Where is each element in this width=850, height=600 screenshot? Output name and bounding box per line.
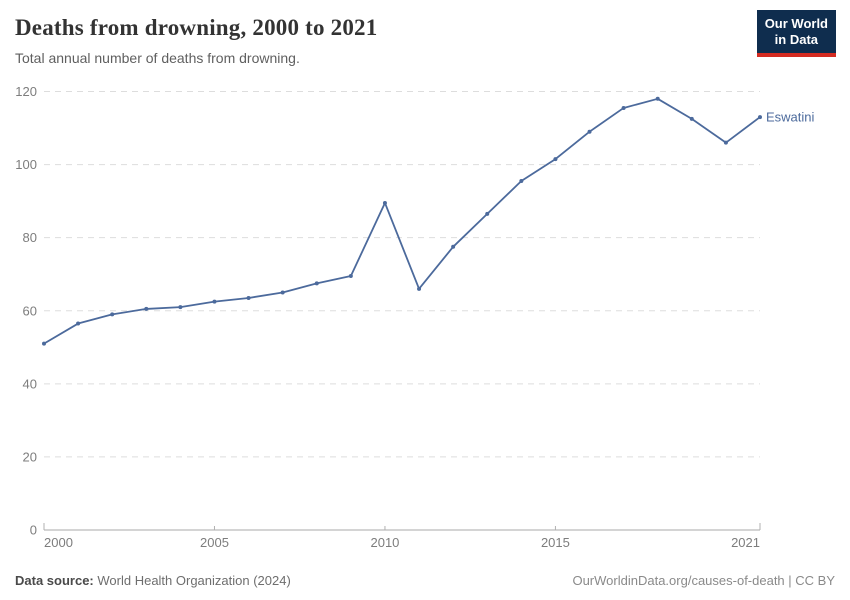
y-axis-tick-label: 40 <box>23 376 37 391</box>
owid-logo: Our World in Data <box>756 10 836 57</box>
chart-footer: Data source: World Health Organization (… <box>0 573 850 588</box>
data-point[interactable] <box>621 105 626 110</box>
data-point[interactable] <box>212 299 217 304</box>
data-point[interactable] <box>110 312 115 317</box>
data-point[interactable] <box>144 306 149 311</box>
data-point[interactable] <box>553 157 558 162</box>
chart-subtitle: Total annual number of deaths from drown… <box>15 50 300 66</box>
chart-titles: Deaths from drowning, 2000 to 2021 Total… <box>15 15 377 66</box>
data-source: Data source: World Health Organization (… <box>15 573 291 588</box>
data-point[interactable] <box>758 115 762 120</box>
y-axis-tick-label: 60 <box>23 303 37 318</box>
y-axis-tick-label: 100 <box>15 157 37 172</box>
owid-logo-line2: in Data <box>774 32 819 47</box>
data-point[interactable] <box>76 321 81 326</box>
y-axis-tick-label: 0 <box>30 523 37 538</box>
data-point[interactable] <box>417 286 422 291</box>
x-axis-tick-label: 2010 <box>370 535 399 550</box>
chart-title: Deaths from drowning, 2000 to 2021 <box>15 15 378 40</box>
data-point[interactable] <box>655 96 660 101</box>
data-point[interactable] <box>485 211 490 216</box>
footer-link[interactable]: OurWorldinData.org/causes-of-death | CC … <box>572 573 835 588</box>
data-point[interactable] <box>42 341 46 346</box>
data-point[interactable] <box>178 305 183 310</box>
x-axis-tick-label: 2005 <box>200 535 229 550</box>
data-point[interactable] <box>689 116 694 121</box>
series-label[interactable]: Eswatini <box>766 110 815 125</box>
data-point[interactable] <box>348 274 353 279</box>
chart-header: Deaths from drowning, 2000 to 2021 Total… <box>0 0 850 66</box>
data-point[interactable] <box>280 290 285 295</box>
y-axis-tick-label: 80 <box>23 230 37 245</box>
data-source-value: World Health Organization (2024) <box>97 573 291 588</box>
data-point[interactable] <box>382 200 387 205</box>
data-point[interactable] <box>314 281 319 286</box>
line-series-eswatini[interactable] <box>43 97 761 345</box>
data-point[interactable] <box>451 244 456 249</box>
data-point[interactable] <box>723 140 728 145</box>
y-axis-tick-label: 120 <box>15 84 37 99</box>
x-axis-tick-label: 2021 <box>731 535 760 550</box>
owid-logo-line1: Our World <box>764 16 828 31</box>
data-point[interactable] <box>519 179 524 184</box>
x-axis-tick-label: 2015 <box>541 535 570 550</box>
data-point[interactable] <box>246 295 251 300</box>
data-source-label: Data source: <box>15 573 94 588</box>
data-point[interactable] <box>587 129 592 134</box>
y-axis-tick-label: 20 <box>23 449 37 464</box>
x-axis-tick-label: 2000 <box>44 535 73 550</box>
